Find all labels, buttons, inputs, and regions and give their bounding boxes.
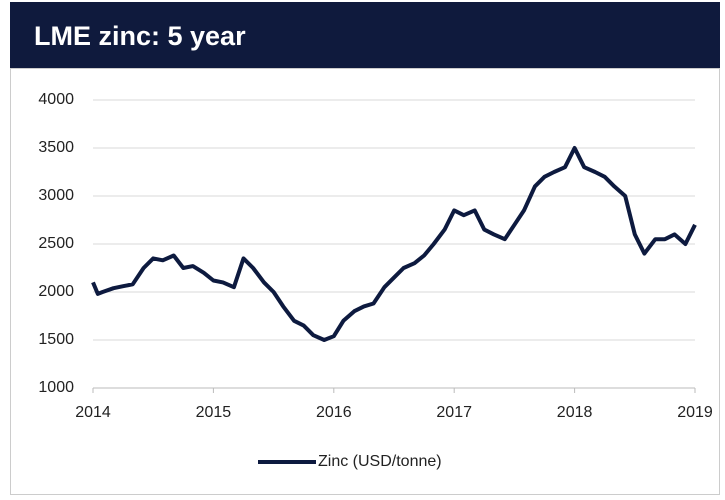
x-tick-label: 2019	[677, 404, 713, 421]
chart-frame	[10, 68, 720, 495]
legend-label: Zinc (USD/tonne)	[318, 453, 442, 470]
y-tick-label: 3000	[38, 187, 74, 204]
header-bar	[10, 2, 720, 68]
x-tick-label: 2017	[436, 404, 472, 421]
y-tick-label: 3500	[38, 139, 74, 156]
y-tick-label: 1500	[38, 331, 74, 348]
y-tick-label: 2000	[38, 283, 74, 300]
x-tick-label: 2015	[196, 404, 232, 421]
line-series	[91, 146, 697, 342]
x-tick-label: 2018	[557, 404, 593, 421]
y-tick-label: 4000	[38, 91, 74, 108]
y-tick-label: 2500	[38, 235, 74, 252]
chart-title: LME zinc: 5 year	[34, 21, 246, 51]
y-tick-label: 1000	[38, 379, 74, 396]
x-tick-label: 2014	[75, 404, 111, 421]
x-tick-label: 2016	[316, 404, 352, 421]
